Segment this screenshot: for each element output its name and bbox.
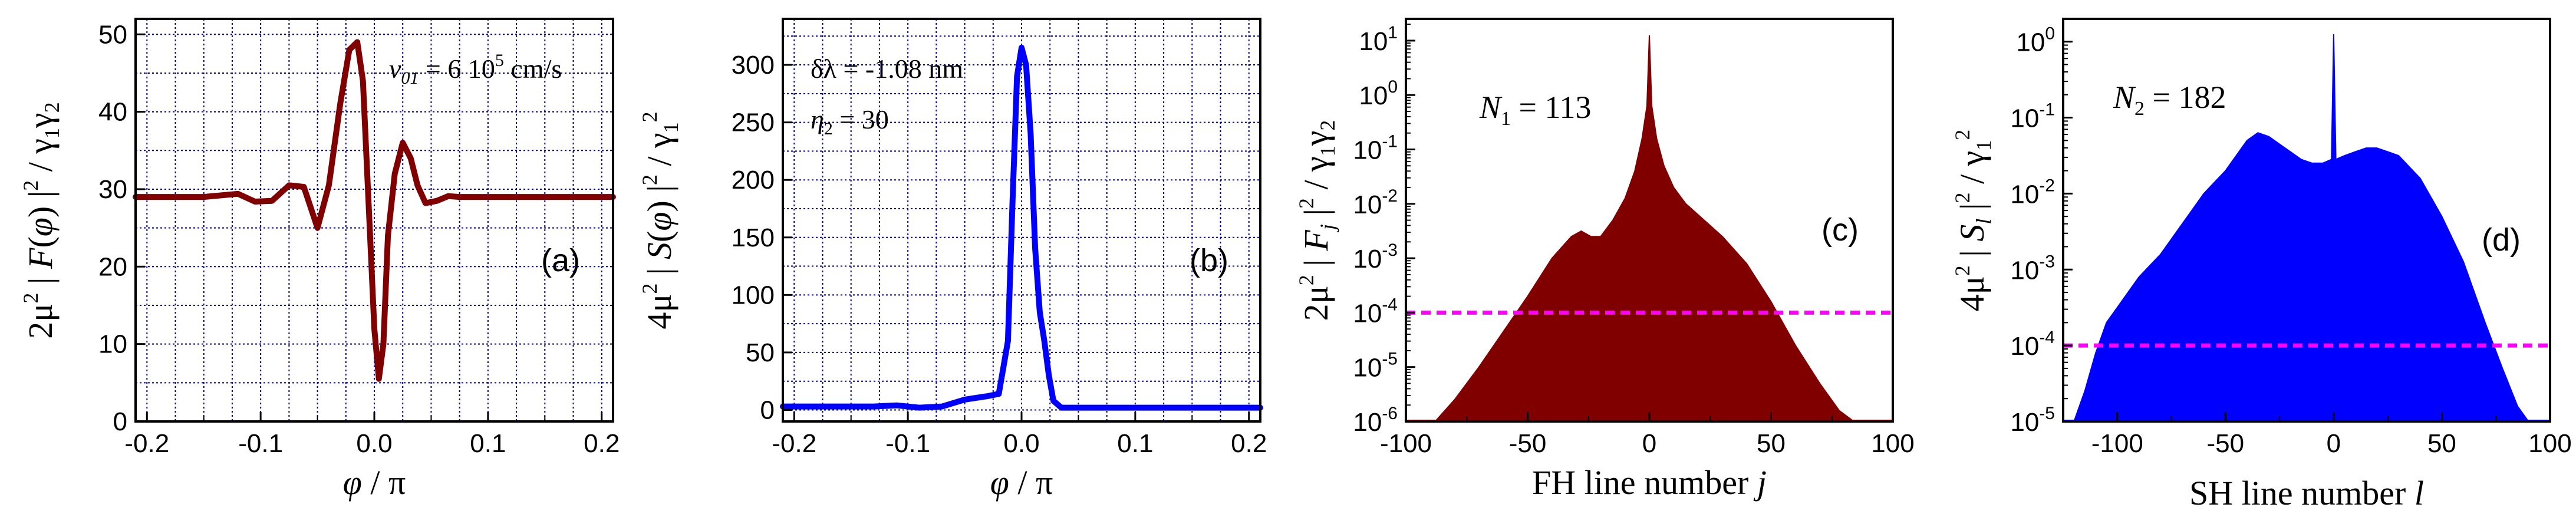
x-tick-label: -0.2 — [772, 429, 816, 458]
panel-b-grid — [783, 19, 1260, 421]
panel-b-annotation-1: δλ = -1.08 nm — [811, 54, 963, 84]
x-tick-label: -100 — [1380, 429, 1432, 458]
panel-d: -100 -50 0 50 100 10-5 10-4 10-3 10-2 10-1 100 N2 … — [1951, 18, 2572, 512]
y-tick-label: 10-6 — [1353, 404, 1398, 437]
x-tick-label: 0 — [2327, 429, 2341, 458]
y-tick-label: 20 — [98, 252, 127, 281]
x-tick-label: 0 — [1642, 429, 1656, 458]
y-tick-label: 10-2 — [2010, 176, 2055, 209]
panel-b-ticks: -0.2 -0.1 0.0 0.1 0.2 0 50 100 150 200 250 300 — [732, 51, 1267, 458]
y-tick-label: 250 — [732, 108, 775, 137]
panel-b-series — [780, 44, 1263, 411]
y-tick-label: 40 — [98, 98, 127, 127]
y-tick-label: 10-3 — [1353, 240, 1398, 274]
y-tick-label: 300 — [732, 51, 775, 80]
panel-a-annotation: v01 = 6 105 cm/s — [389, 51, 562, 88]
y-tick-label: 100 — [2016, 24, 2055, 57]
y-tick-label: 150 — [732, 223, 775, 252]
panel-a-series — [133, 39, 616, 382]
panel-b: -0.2 -0.1 0.0 0.1 0.2 0 50 100 150 200 250 300 δλ =… — [638, 18, 1267, 502]
y-tick-label: 10-5 — [1353, 350, 1398, 383]
x-tick-label: 50 — [2427, 429, 2456, 458]
x-tick-label: 0.2 — [1231, 429, 1267, 458]
x-tick-label: -0.1 — [238, 429, 283, 458]
panel-b-label: (b) — [1190, 243, 1228, 278]
y-tick-label: 50 — [98, 20, 127, 49]
panel-c-label: (c) — [1821, 212, 1859, 248]
series-line — [133, 39, 616, 382]
y-tick-label: 100 — [1359, 77, 1398, 110]
panel-b-annotation-2: η2 = 30 — [811, 104, 889, 139]
y-tick-label: 100 — [732, 281, 775, 309]
panel-a-label: (a) — [541, 243, 580, 278]
panel-d-series — [2063, 34, 2550, 422]
panel-d-ticks: -100 -50 0 50 100 10-5 10-4 10-3 10-2 10-1 100 — [2010, 24, 2571, 458]
x-tick-label: 0.0 — [1003, 429, 1039, 458]
y-tick-label: 10-4 — [2010, 328, 2055, 361]
panel-d-label: (d) — [2482, 222, 2521, 258]
y-tick-label: 200 — [732, 166, 775, 195]
panel-d-annotation: N2 = 182 — [2113, 80, 2226, 120]
panel-b-xlabel: φ / π — [990, 463, 1053, 502]
panel-c-ylabel: 2μ2 | Fj |2 / γ1γ2 — [1294, 120, 1339, 321]
panel-a-ylabel: 2μ2 | F(φ) |2 / γ1γ2 — [19, 102, 64, 338]
panel-c-xlabel: FH line number j — [1532, 463, 1767, 502]
panel-a-grid — [136, 19, 613, 422]
x-tick-label: 0.2 — [584, 429, 620, 458]
panel-a: -0.2 -0.1 0.0 0.1 0.2 0 10 20 30 40 50 v01 = 6 105… — [19, 18, 620, 502]
x-tick-label: 0.1 — [1117, 429, 1153, 458]
y-tick-label: 101 — [1359, 23, 1398, 56]
panel-a-xlabel: φ / π — [343, 463, 406, 502]
series-area — [1434, 35, 1856, 422]
y-tick-label: 10-3 — [2010, 252, 2055, 285]
x-tick-label: 100 — [1871, 429, 1914, 458]
x-tick-label: 50 — [1757, 429, 1786, 458]
y-tick-label: 10-5 — [2010, 404, 2055, 437]
panel-a-ticks: -0.2 -0.1 0.0 0.1 0.2 0 10 20 30 40 50 — [98, 20, 620, 458]
y-tick-label: 0 — [113, 407, 127, 436]
y-tick-label: 10-4 — [1353, 295, 1398, 328]
y-tick-label: 50 — [746, 338, 775, 367]
x-tick-label: -0.1 — [885, 429, 930, 458]
panel-d-frame — [2062, 18, 2551, 423]
panel-c: -100 -50 0 50 100 10-6 10-5 10-4 10-3 10-2 10-1 100… — [1294, 18, 1915, 502]
x-tick-label: 0.1 — [470, 429, 506, 458]
y-tick-label: 30 — [98, 175, 127, 204]
panel-d-ylabel: 4μ2 | Sl |2 / γ12 — [1951, 130, 1995, 312]
panel-c-ticks: -100 -50 0 50 100 10-6 10-5 10-4 10-3 10-2 10-1 100… — [1353, 23, 1914, 458]
x-tick-label: -0.2 — [124, 429, 169, 458]
panel-c-annotation: N1 = 113 — [1479, 90, 1591, 130]
panel-d-xlabel: SH line number l — [2189, 474, 2424, 512]
y-tick-label: 10-2 — [1353, 186, 1398, 219]
series-area — [2073, 34, 2530, 422]
y-tick-label: 0 — [760, 396, 775, 424]
panel-c-series — [1406, 35, 1893, 422]
y-tick-label: 10 — [98, 330, 127, 359]
series-line — [780, 44, 1263, 411]
x-tick-label: -50 — [2207, 429, 2245, 458]
panel-b-ylabel: 4μ2 | S(φ) |2 / γ12 — [638, 111, 683, 329]
x-tick-label: 100 — [2528, 429, 2571, 458]
y-tick-label: 10-1 — [1353, 132, 1398, 165]
x-tick-label: -100 — [2091, 429, 2143, 458]
x-tick-label: 0.0 — [356, 429, 392, 458]
x-tick-label: -50 — [1509, 429, 1547, 458]
y-tick-label: 10-1 — [2010, 100, 2055, 133]
